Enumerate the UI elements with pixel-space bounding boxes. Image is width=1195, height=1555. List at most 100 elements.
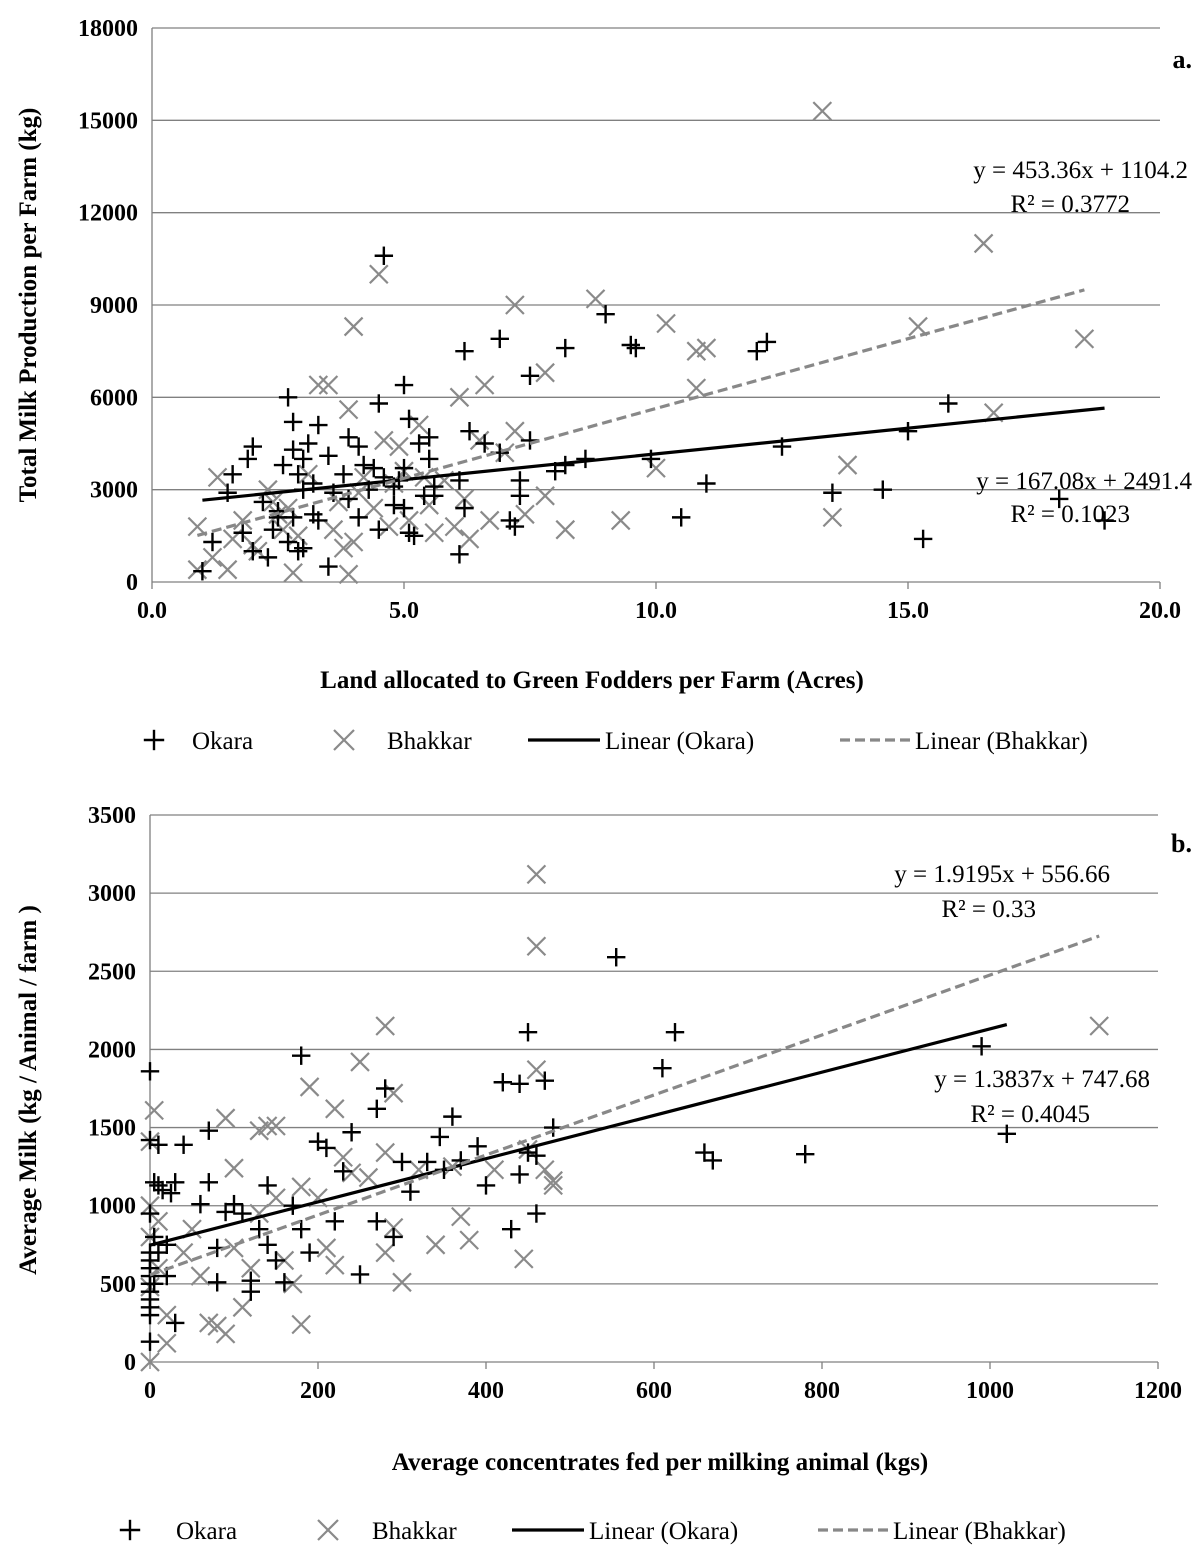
bhakkar-point <box>543 1175 563 1196</box>
okara-point <box>144 1274 164 1294</box>
bhakkar-point <box>333 538 354 558</box>
bhakkar-point <box>479 510 500 531</box>
okara-point <box>174 1135 193 1154</box>
bhakkar-point <box>341 1163 362 1183</box>
bhakkar-point <box>232 510 253 531</box>
legend-linear-okara-label: Linear (Okara) <box>589 1518 738 1545</box>
y-axis-title: Average Milk (kg / Animal / farm ) <box>15 905 42 1275</box>
y-axis-title: Total Milk Production per Farm (kg) <box>15 108 42 503</box>
y-tick-labels: 0 500 1000 1500 2000 2500 3000 3500 <box>88 803 136 1376</box>
bhakkar-point <box>217 559 238 580</box>
x-tick-label: 1000 <box>966 1378 1014 1404</box>
okara-point <box>535 1071 554 1090</box>
okara-point <box>165 1313 185 1333</box>
x-tick-label: 5.0 <box>389 598 419 624</box>
bhakkar-point <box>383 1217 404 1238</box>
x-tick-labels: 0 200 400 600 800 1000 1200 <box>144 1378 1182 1404</box>
panel-label: b. <box>1171 829 1192 858</box>
okara-point <box>823 483 842 502</box>
bhakkar-point <box>555 519 576 540</box>
bhakkar-point <box>535 1159 555 1180</box>
okara-point <box>350 1265 370 1284</box>
bhakkar-point <box>190 1266 211 1286</box>
okara-point <box>425 486 444 506</box>
bhakkar-point <box>363 498 384 518</box>
bhakkar-point <box>350 1052 370 1072</box>
okara-point <box>476 1176 496 1195</box>
bhakkar-point <box>585 289 606 309</box>
bhakkar-point <box>358 1167 379 1188</box>
okara-point <box>153 1180 172 1200</box>
bhakkar-point <box>526 1059 547 1080</box>
okara-point <box>510 486 530 506</box>
okara-point <box>249 1219 269 1239</box>
bhakkar-point <box>812 101 833 121</box>
y-tick-label: 2500 <box>88 959 136 985</box>
trend-equation-bhakkar: y = 453.36x + 1104.2 <box>973 157 1188 184</box>
okara-point <box>997 1124 1016 1144</box>
axes <box>151 28 1161 589</box>
okara-point <box>334 465 353 484</box>
x-axis-title: Average concentrates fed per milking ani… <box>392 1449 929 1476</box>
okara-point <box>443 1107 462 1126</box>
okara-point <box>268 502 288 521</box>
okara-point <box>354 455 373 475</box>
x-tick-label: 15.0 <box>887 598 929 624</box>
okara-point <box>223 465 242 484</box>
okara-point <box>455 341 474 361</box>
okara-point <box>294 538 313 558</box>
okara-point <box>364 458 383 478</box>
x-tick-label: 20.0 <box>1139 598 1181 624</box>
y-tick-labels: 0 3000 6000 9000 12000 15000 18000 <box>78 16 138 596</box>
okara-point <box>299 434 318 453</box>
okara-point <box>384 1227 403 1247</box>
okara-point <box>349 437 368 456</box>
okara-point <box>757 332 777 352</box>
okara-point <box>233 523 252 542</box>
trend-r2-bhakkar: R² = 0.3772 <box>1010 191 1130 218</box>
bhakkar-point <box>656 313 676 334</box>
okara-point <box>278 532 298 552</box>
okara-point <box>1049 489 1069 509</box>
y-tick-label: 12000 <box>78 201 138 227</box>
okara-point <box>939 394 958 413</box>
bhakkar-point <box>148 1211 169 1232</box>
okara-point <box>288 465 308 484</box>
okara-point <box>275 1273 294 1292</box>
okara-point <box>199 1173 219 1192</box>
okara-point <box>418 1152 437 1172</box>
bhakkar-point <box>266 1188 286 1208</box>
bhakkar-point <box>241 1258 261 1279</box>
okara-point <box>207 1273 227 1292</box>
okara-point <box>369 520 388 539</box>
okara-point <box>319 446 338 466</box>
bhakkar-point <box>283 562 303 583</box>
bhakkar-point <box>389 436 409 457</box>
okara-point <box>140 1062 160 1081</box>
okara-point <box>394 498 414 518</box>
bhakkar-point <box>291 1177 311 1197</box>
bhakkar-point <box>686 378 707 398</box>
bhakkar-point <box>383 1083 404 1103</box>
bhakkar-point <box>535 362 555 383</box>
okara-point <box>520 366 540 385</box>
okara-point <box>309 511 328 530</box>
bhakkar-point <box>232 1297 253 1318</box>
x-tick-label: 1200 <box>1134 1378 1182 1404</box>
bhakkar-point <box>1074 329 1095 349</box>
bhakkar-point <box>299 1077 320 1097</box>
bhakkar-point <box>459 1230 479 1250</box>
trend-r2-okara: R² = 0.4045 <box>970 1101 1090 1128</box>
x-tick-label: 0 <box>144 1378 156 1404</box>
legend: Okara Bhakkar Linear (Okara) Linear (Bha… <box>143 728 1088 755</box>
okara-point <box>972 1037 991 1056</box>
okara-point <box>165 1173 185 1192</box>
okara-point <box>334 1162 353 1181</box>
okara-point <box>149 1135 168 1154</box>
okara-point <box>140 1332 160 1351</box>
trendline-bhakkar <box>196 288 1085 537</box>
y-tick-label: 9000 <box>90 293 138 319</box>
okara-point <box>140 1305 160 1325</box>
bhakkar-point <box>187 559 208 580</box>
y-tick-label: 3000 <box>88 881 136 907</box>
